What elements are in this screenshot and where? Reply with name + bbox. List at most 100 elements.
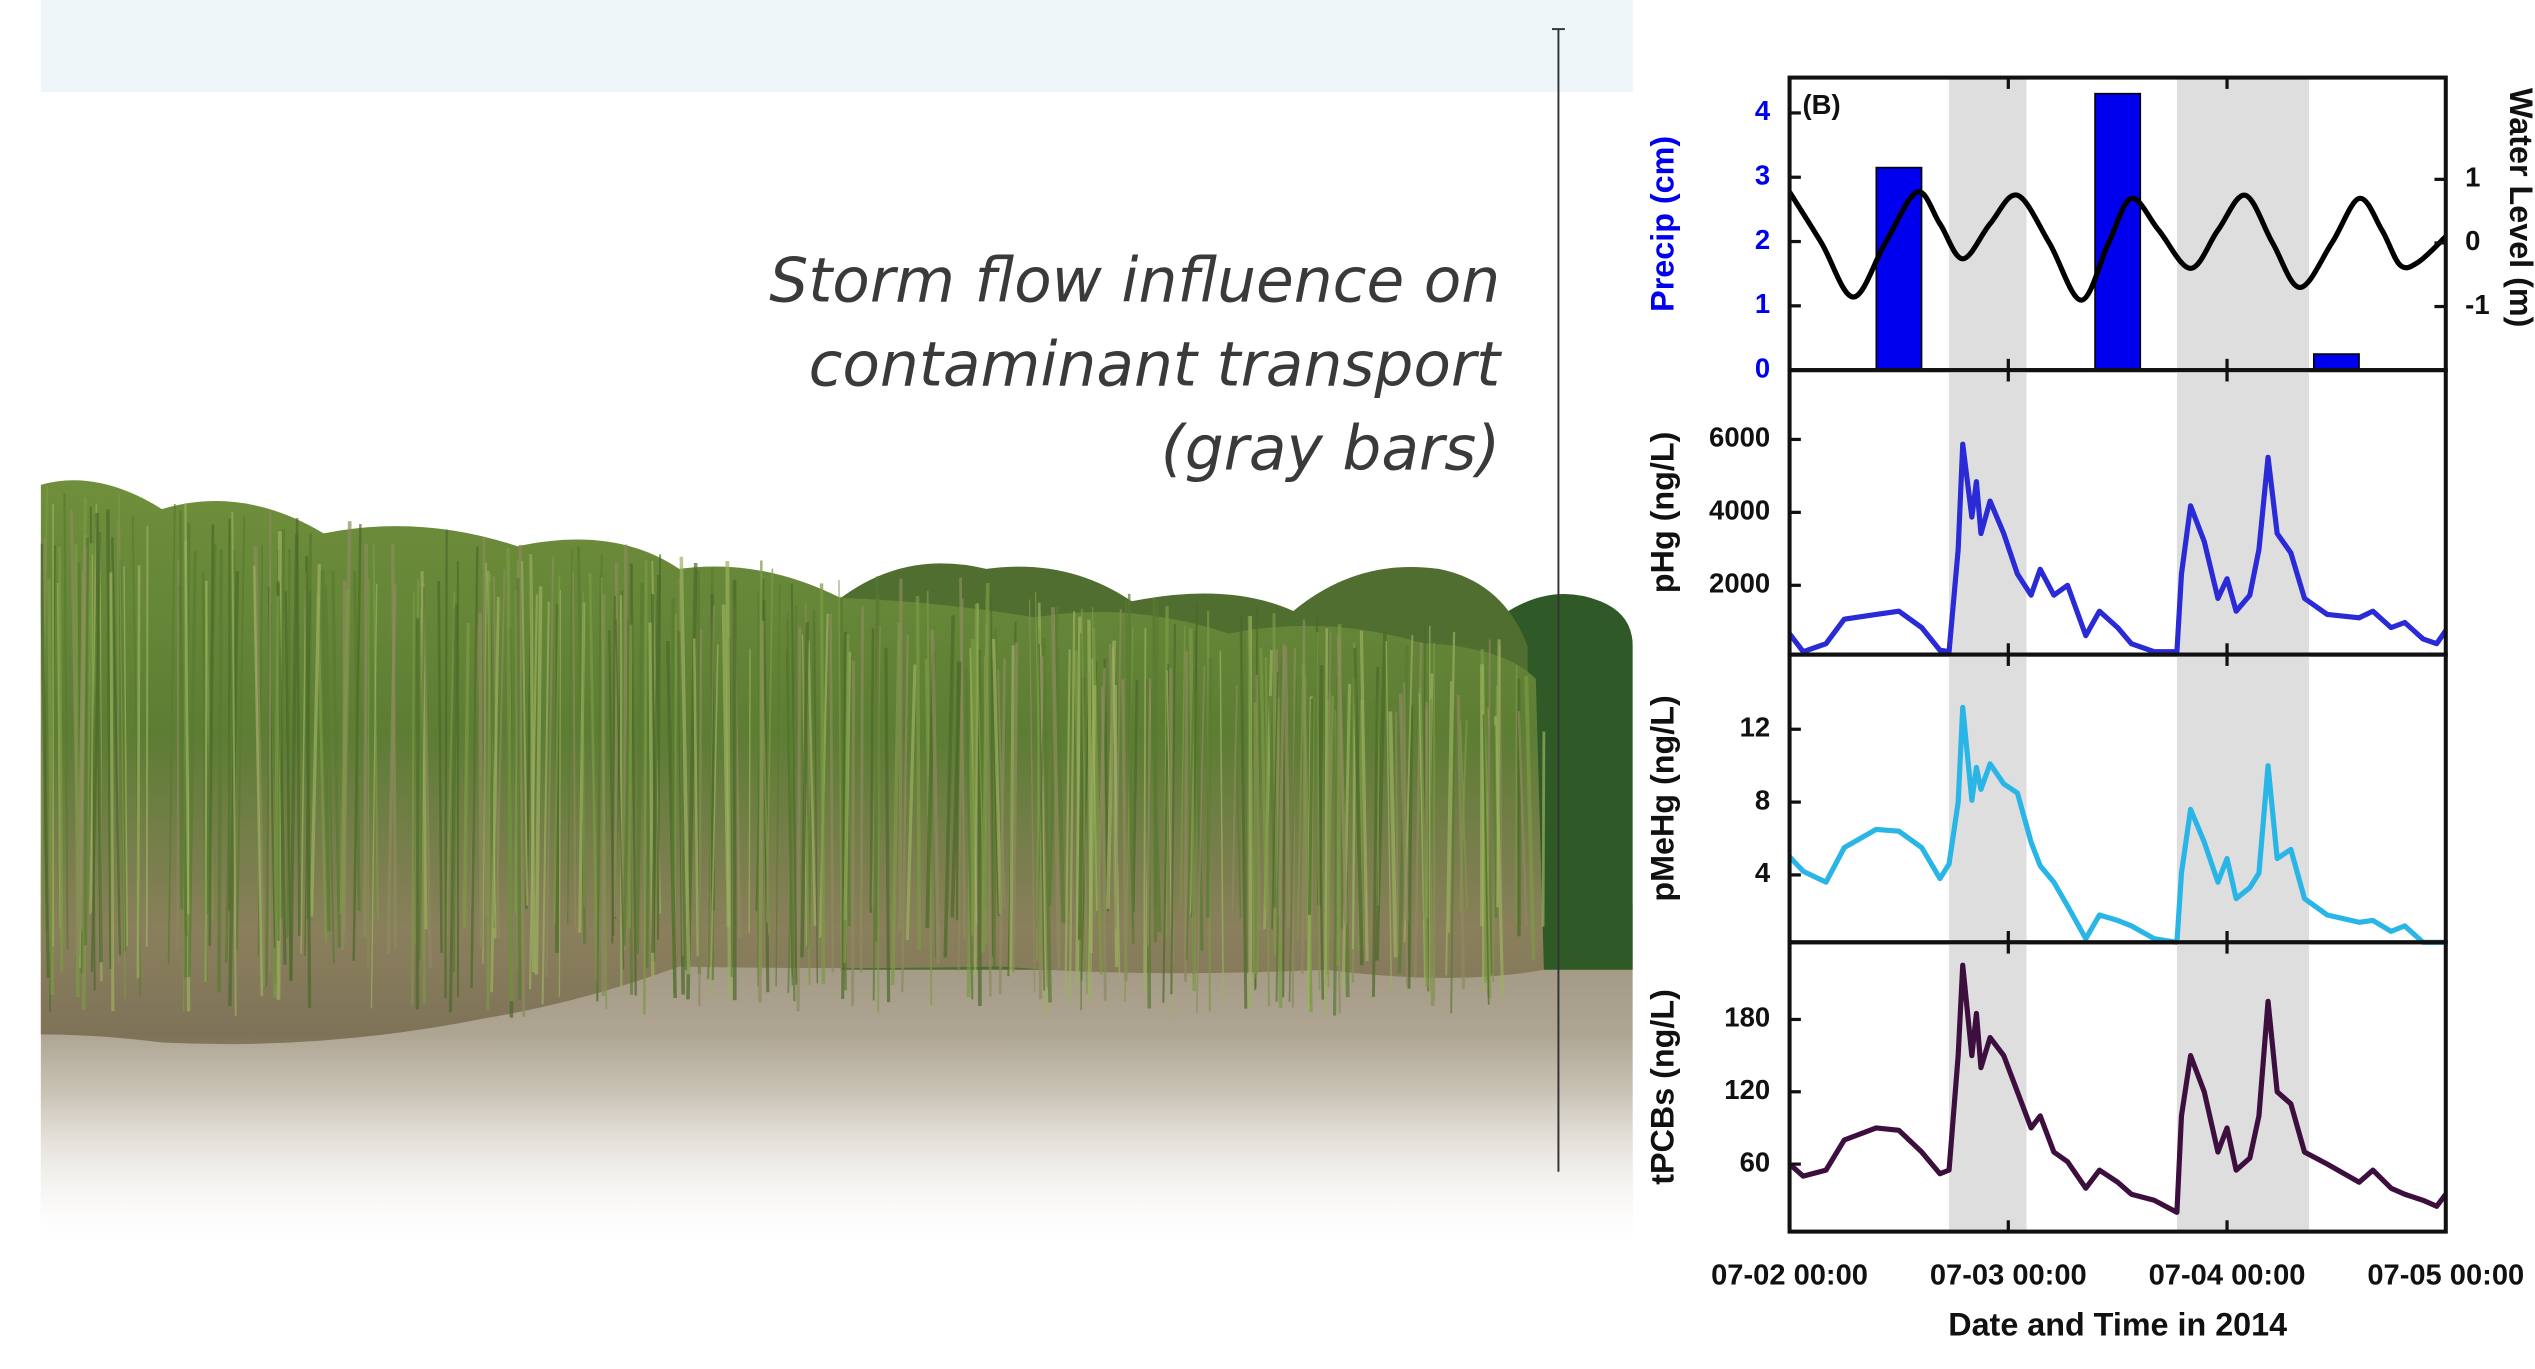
photo-fade [40,1034,1633,1250]
y-tick-label: 8 [1755,784,1770,815]
data-line [1787,189,2448,303]
reed-stalk [1275,655,1284,1002]
reed-stalk [1445,681,1453,976]
reed-stalk [95,512,103,963]
reed-stalk [316,593,328,944]
reed-stalk [462,622,471,929]
reed-stalk [40,574,43,705]
reed-stalk [63,493,69,950]
y2-tick-label: 1 [2465,162,2480,193]
reed-stalk [582,591,585,907]
reed-stalk [1131,679,1139,912]
x-tick-label: 07-05 00:00 [2367,1260,2524,1292]
reed-stalk [482,537,488,915]
reed-stalk [943,615,955,958]
reed-stalk [367,578,370,970]
reed-stalk [1418,688,1429,987]
reed-stalk [1278,643,1286,916]
y-tick-label: 1 [1755,288,1770,319]
reed-stalk [1283,646,1291,928]
reed-stalk [91,554,94,913]
reed-stalk [725,561,732,997]
reed-stalk [588,573,599,981]
reed-stalk [707,624,713,979]
reed-stalk [324,584,335,964]
reed-stalk [901,635,909,993]
storm-span [2176,654,2310,943]
reed-stalk [235,516,246,951]
reed-stalk [596,554,603,1002]
reed-stalk [692,638,700,957]
reed-stalk [627,624,633,929]
reed-stalk [959,577,967,939]
reed-stalk [615,618,625,970]
reed-stalk [70,509,81,958]
data-line [1787,441,2448,655]
reed-stalk [1308,698,1314,915]
reed-stalk [208,524,215,947]
reed-stalk [1097,667,1107,907]
reed-stalk [973,603,979,975]
reed-stalk [915,595,922,950]
reed-stalk [176,560,179,951]
x-tick-label: 07-02 00:00 [1711,1260,1868,1292]
reed-stalk [506,548,514,1001]
reed-stalk [801,653,811,986]
reed-stalk [422,582,432,968]
reed-stalk [1231,684,1238,910]
reed-stalk [1459,720,1468,909]
reed-stalk [1009,645,1015,975]
reed-stalk [611,595,616,944]
reed-stalk [800,622,810,958]
reed-stalk [1407,704,1414,989]
reed-stalk [898,578,903,930]
reed-stalk [786,620,796,1002]
reed-stalk [445,591,456,958]
reed-stalk [983,655,988,945]
precip-bar [2094,92,2142,371]
reed-stalk [331,570,341,948]
reed-stalks [40,486,1546,1018]
y-tick-label: 6000 [1709,422,1770,453]
reed-stalk [217,549,224,993]
reed-stalk [167,503,176,964]
reed-stalk [109,572,115,1012]
y-tick-label: 2000 [1709,568,1770,599]
reed-stalk [372,544,379,922]
y2-tick-label: 0 [2465,225,2480,256]
reed-stalk [411,592,415,1005]
reed-stalk [1247,616,1256,979]
reed-stalk [521,561,529,906]
reed-stalk [1456,695,1466,989]
reed-stalk [1268,696,1277,908]
reed-stalk [997,670,1006,908]
reed-stalk [970,604,978,936]
caption-line: contaminant transport [809,330,1503,401]
reed-stalk [884,647,891,1003]
reed-stalk [478,613,484,947]
reed-stalk [930,629,941,964]
reed-stalk [178,585,188,937]
y-tick-label: 2 [1755,224,1770,255]
reed-stalk [284,591,293,980]
reed-stalk [145,525,149,947]
y-tick-label: 4 [1755,95,1771,126]
storm-span [1949,654,2027,943]
reed-stalk [1255,674,1261,932]
reed-stalk [1112,647,1121,979]
reed-stalk [123,566,129,947]
y-tick-label: 3 [1755,159,1770,190]
y-tick-label: 60 [1740,1146,1771,1177]
data-line [1787,962,2448,1215]
y-tick-label: 4 [1755,857,1771,888]
reed-stalk [807,640,817,926]
reed-stalk [47,579,55,995]
reed-stalk [391,544,398,949]
reed-stalk [1195,665,1206,1013]
reed-stalk [1075,616,1082,986]
panel-label: (B) [1802,89,1840,120]
reed-stalk [991,638,1003,915]
reed-stalk [339,589,350,914]
reed-stalk [300,572,307,954]
y-axis-label: pMeHg (ng/L) [1645,695,1681,901]
